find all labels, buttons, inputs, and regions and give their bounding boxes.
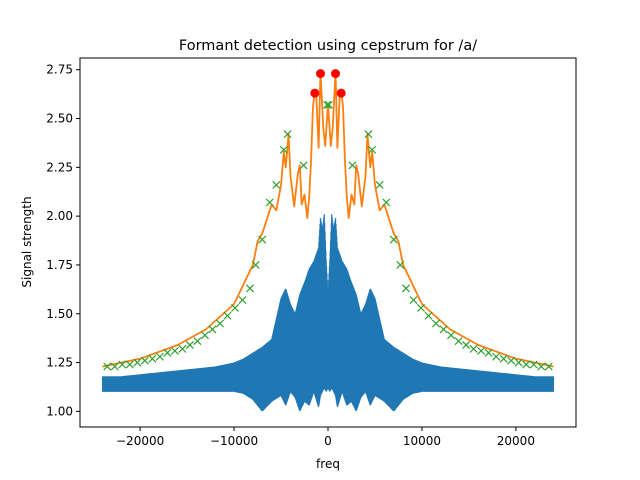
formant-markers [310,69,346,98]
y-tick-label: 1.00 [46,404,73,418]
peak-markers [103,100,553,371]
spectrum-line [101,214,555,412]
peak-marker [272,180,281,189]
peak-marker [230,303,240,312]
peak-marker [507,356,516,365]
peak-marker [200,331,209,340]
y-tick-label: 1.75 [46,258,73,272]
peak-marker [324,100,333,109]
peak-marker [246,284,255,293]
peak-marker [432,319,441,328]
peak-marker [514,358,523,367]
peak-marker [499,354,508,363]
peak-marker [118,360,127,369]
peak-marker [348,161,357,170]
y-axis-label: Signal strength [20,196,34,287]
peak-marker [382,198,391,207]
peak-marker [522,360,531,369]
peak-marker [368,145,377,154]
peak-marker [454,337,463,346]
peak-marker [258,235,267,244]
peak-marker [492,352,501,361]
peak-marker [439,325,448,334]
x-tick-label: 10000 [403,434,441,448]
peak-marker [170,346,179,355]
peak-marker [477,346,486,355]
y-tick-label: 1.25 [46,356,73,370]
formant-marker [336,88,346,98]
peak-marker [469,344,478,353]
peak-marker [389,235,398,244]
peak-marker [140,356,149,365]
x-tick-label: 20000 [497,434,535,448]
y-tick-label: 2.25 [46,160,73,174]
peak-marker [125,360,134,369]
peak-marker [299,161,308,170]
y-axis-ticks: 1.00 1.25 1.50 1.75 2.00 2.25 2.50 2.75 [46,63,80,418]
peak-marker [178,344,187,353]
peak-marker [283,130,292,139]
y-tick-label: 2.00 [46,209,73,223]
peak-marker [265,198,274,207]
peak-marker [110,362,119,371]
peak-marker [396,260,405,269]
x-axis-label: freq [316,457,340,471]
x-tick-label: 0 [324,434,332,448]
peak-marker [223,311,232,320]
chart-title: Formant detection using cepstrum for /a/ [179,38,477,54]
peak-marker [416,303,426,312]
peak-marker [544,362,553,371]
peak-marker [251,260,260,269]
peak-marker [238,296,247,305]
envelope-series [102,70,554,368]
peak-marker [537,362,546,371]
peak-marker [462,340,471,350]
peak-marker [155,352,164,361]
formant-marker [310,88,320,98]
envelope-line [102,70,554,368]
peak-marker [185,340,194,350]
peak-marker [375,180,384,189]
x-tick-label: −20000 [116,434,164,448]
peak-marker [447,331,456,340]
peak-marker [323,100,332,109]
peak-marker [215,319,224,328]
y-tick-label: 2.50 [46,112,73,126]
peak-marker [163,348,172,357]
x-axis-ticks: −20000 −10000 0 10000 20000 [116,427,535,448]
spectrum-series [101,214,555,412]
formant-marker [331,69,341,79]
peak-marker [279,145,288,154]
peak-marker [148,354,157,363]
peak-marker [409,296,418,305]
peak-marker [208,325,217,334]
y-tick-label: 1.50 [46,307,73,321]
peak-marker [364,130,373,139]
peak-marker [133,358,142,367]
peak-marker [529,360,538,369]
peak-marker [193,337,202,346]
formant-marker [315,69,325,79]
peak-marker [103,362,112,371]
x-tick-label: −10000 [210,434,258,448]
peak-marker [484,348,493,357]
peak-marker [424,311,433,320]
peak-marker [401,284,410,293]
y-tick-label: 2.75 [46,63,73,77]
